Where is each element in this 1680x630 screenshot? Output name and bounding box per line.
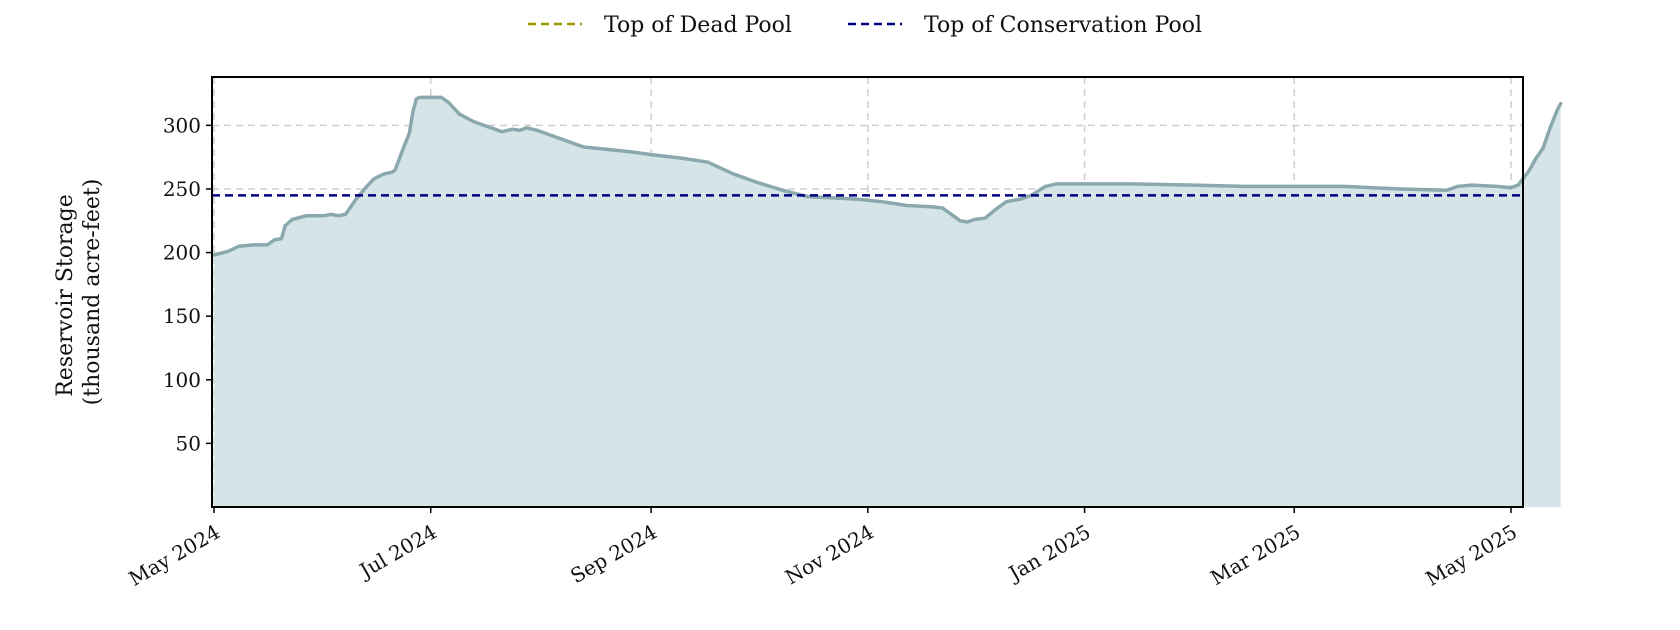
y-tick-label: 100	[163, 368, 201, 392]
y-tick-label: 300	[163, 113, 201, 137]
x-tick-label: Nov 2024	[781, 520, 878, 590]
x-tick-label: May 2024	[125, 520, 224, 591]
y-axis-title: Reservoir Storage (thousand acre-feet)	[53, 179, 105, 406]
y-axis-title-line-1: Reservoir Storage	[53, 194, 78, 397]
y-axis: 50 100 150 200 250 300	[163, 113, 212, 455]
legend-label-conservation-pool: Top of Conservation Pool	[924, 13, 1202, 38]
y-tick-label: 50	[176, 431, 201, 455]
storage-line	[212, 95, 1563, 257]
y-tick-label: 150	[163, 304, 201, 328]
x-tick-label: Sep 2024	[566, 520, 661, 589]
x-tick-label: Mar 2025	[1206, 520, 1304, 590]
y-tick-label: 200	[163, 241, 201, 265]
x-tick-label: Jul 2024	[354, 520, 441, 584]
x-tick-label: May 2025	[1422, 520, 1521, 591]
legend-label-dead-pool: Top of Dead Pool	[604, 13, 792, 38]
legend: Top of Dead Pool Top of Conservation Poo…	[528, 13, 1202, 38]
plot-series	[212, 95, 1563, 508]
y-tick-label: 250	[163, 177, 201, 201]
storage-area-fill	[214, 97, 1561, 508]
x-tick-label: Jan 2025	[1003, 520, 1095, 587]
x-axis: May 2024 Jul 2024 Sep 2024 Nov 2024 Jan 2025…	[125, 507, 1521, 591]
y-axis-title-line-2: (thousand acre-feet)	[80, 179, 105, 406]
